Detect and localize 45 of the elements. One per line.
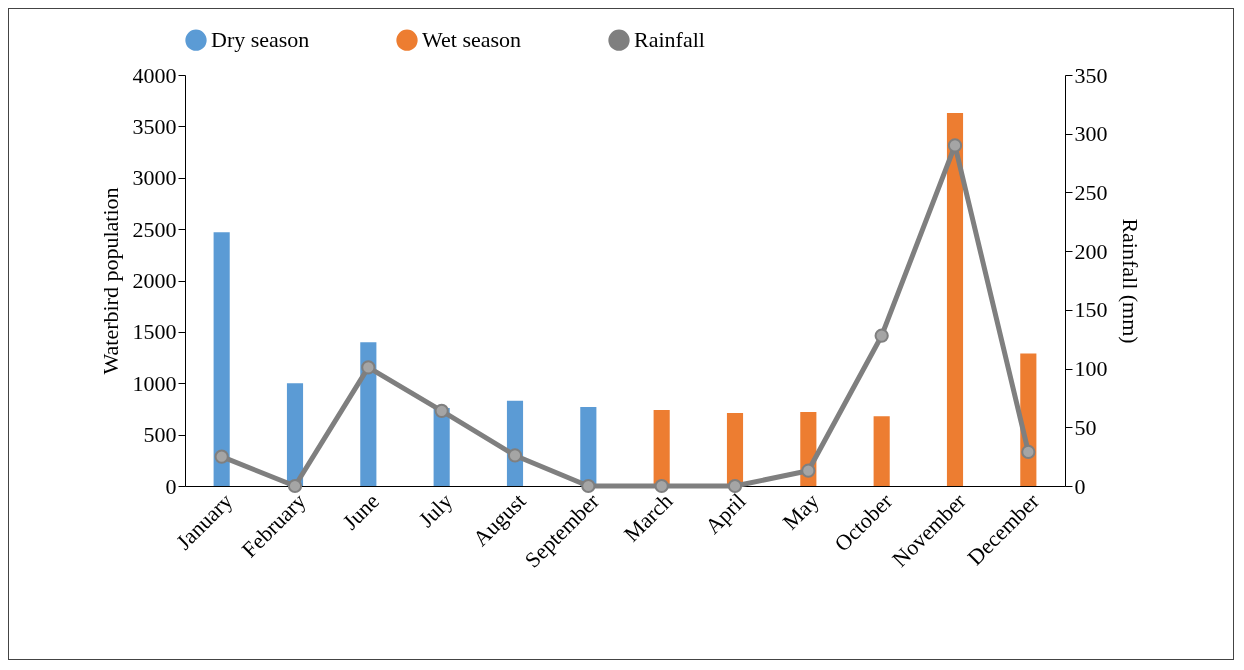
bar — [653, 409, 670, 486]
y-tick-label: 0 — [165, 473, 177, 499]
y2-axis-title: Rainfall (mm) — [1117, 218, 1143, 344]
bar — [946, 113, 964, 486]
y2-tick-label: 250 — [1074, 179, 1108, 205]
point — [727, 478, 743, 494]
point — [214, 449, 229, 464]
point — [434, 403, 449, 418]
y-tick-label: 4000 — [132, 62, 177, 88]
point — [1021, 444, 1036, 460]
y-tick-label: 1500 — [132, 319, 177, 345]
y-tick-label: 2000 — [132, 268, 177, 293]
y-tick-label: 1000 — [132, 370, 177, 396]
point — [581, 478, 596, 494]
y-tick-label: 3000 — [132, 165, 177, 191]
y-tick-label: 2500 — [132, 216, 177, 242]
y2-tick-label: 0 — [1074, 473, 1086, 499]
point — [654, 478, 669, 494]
x-tick-label: July — [413, 488, 458, 532]
legend-label: Wet season — [422, 27, 522, 53]
y2-tick-label: 200 — [1074, 238, 1108, 264]
y2-tick-label: 100 — [1074, 356, 1108, 382]
y-tick-label: 3500 — [132, 113, 177, 139]
legend-label: Dry season — [211, 27, 310, 53]
y2-tick-label: 150 — [1074, 297, 1108, 323]
bar — [726, 413, 744, 486]
y2-tick-label: 50 — [1074, 414, 1097, 440]
bar — [580, 406, 597, 486]
bar — [213, 232, 230, 486]
point — [801, 463, 816, 478]
y2-tick-label: 350 — [1074, 62, 1108, 88]
y-tick-label: 500 — [143, 422, 177, 448]
point — [947, 138, 963, 153]
bar — [873, 416, 890, 486]
bar — [286, 383, 304, 486]
point — [361, 360, 376, 375]
x-tick-label: June — [337, 488, 384, 535]
legend-label: Rainfall — [634, 27, 705, 53]
point — [507, 448, 523, 463]
bar — [360, 342, 377, 486]
point — [287, 478, 303, 494]
point — [874, 328, 889, 343]
y-axis-title: Waterbird population — [97, 187, 123, 375]
y2-tick-label: 300 — [1074, 121, 1108, 147]
x-tick-label: May — [777, 488, 824, 535]
